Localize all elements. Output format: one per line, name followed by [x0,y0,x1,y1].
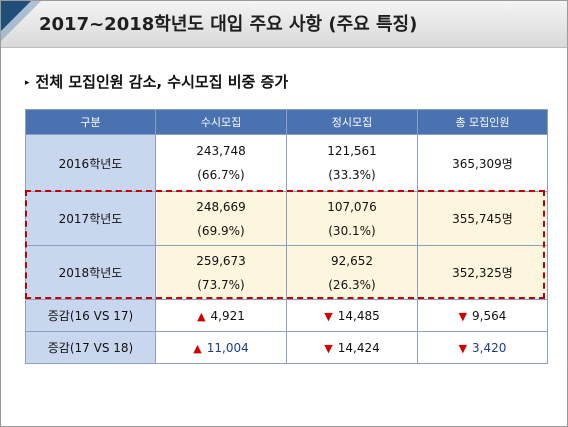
header-category: 구분 [25,109,156,135]
down-arrow-icon: ▼ [458,309,468,323]
diff-label: 증감(17 VS 18) [25,331,156,364]
corner-accent [1,1,31,31]
jeongsi-percent: (26.3%) [328,277,376,292]
header-row: 구분 수시모집 정시모집 총 모집인원 [25,109,548,135]
total-value: 352,325명 [417,245,548,300]
jeongsi-cell: 92,652 (26.3%) [286,245,418,300]
jeongsi-value: 107,076 [327,199,377,214]
up-arrow-icon: ▲ [197,309,206,323]
jeongsi-percent: (33.3%) [328,168,376,182]
total-value: 365,309명 [417,134,548,192]
jeongsi-value: 121,561 [327,144,377,158]
subtitle-text: 전체 모집인원 감소, 수시모집 비중 증가 [35,73,289,91]
row-label: 2018학년도 [25,245,156,300]
admissions-table: 구분 수시모집 정시모집 총 모집인원 2016학년도 243,748 (66.7… [25,109,548,364]
susi-diff-value: 11,004 [206,340,249,355]
down-arrow-icon: ▼ [324,341,333,355]
down-arrow-icon: ▼ [458,341,468,355]
jeongsi-percent: (30.1%) [328,223,376,238]
jeongsi-diff: ▼ 14,424 [286,331,418,364]
subtitle: ▸ 전체 모집인원 감소, 수시모집 비중 증가 [25,71,288,92]
susi-cell: 243,748 (66.7%) [155,134,287,192]
susi-diff: ▲ 11,004 [155,331,287,364]
jeongsi-diff: ▼ 14,485 [286,299,418,332]
total-diff: ▼ 9,564 [417,299,548,332]
table-row: 2018학년도 259,673 (73.7%) 92,652 (26.3%) 352… [25,245,548,300]
diff-row: 증감(17 VS 18) ▲ 11,004 ▼ 14,424 ▼ 3,420 [25,331,548,364]
total-diff-value: 3,420 [472,340,507,355]
title-bar: 2017~2018학년도 대입 주요 사항 (주요 특징) [1,1,567,48]
up-arrow-icon: ▲ [193,341,202,355]
susi-cell: 248,669 (69.9%) [155,191,287,246]
susi-cell: 259,673 (73.7%) [155,245,287,300]
susi-value: 248,669 [196,199,246,214]
jeongsi-cell: 107,076 (30.1%) [286,191,418,246]
bullet-icon: ▸ [25,78,30,88]
row-label: 2017학년도 [25,191,156,246]
susi-percent: (69.9%) [197,223,245,238]
row-label: 2016학년도 [25,134,156,192]
table-row: 2017학년도 248,669 (69.9%) 107,076 (30.1%) 35… [25,191,548,246]
slide-title: 2017~2018학년도 대입 주요 사항 (주요 특징) [39,14,418,35]
total-diff: ▼ 3,420 [417,331,548,364]
jeongsi-diff-value: 14,424 [337,340,380,355]
susi-diff: ▲ 4,921 [155,299,287,332]
susi-percent: (66.7%) [197,168,245,182]
jeongsi-diff-value: 14,485 [337,308,380,323]
table-row: 2016학년도 243,748 (66.7%) 121,561 (33.3%) 36… [25,134,548,192]
susi-diff-value: 4,921 [210,308,245,323]
susi-percent: (73.7%) [197,277,245,292]
down-arrow-icon: ▼ [324,309,333,323]
jeongsi-value: 92,652 [331,253,373,268]
diff-row: 증감(16 VS 17) ▲ 4,921 ▼ 14,485 ▼ 9,564 [25,299,548,332]
total-diff-value: 9,564 [472,308,507,323]
susi-value: 259,673 [196,253,246,268]
susi-value: 243,748 [196,144,246,158]
header-total: 총 모집인원 [417,109,548,135]
header-jeongsi: 정시모집 [286,109,418,135]
diff-label: 증감(16 VS 17) [25,299,156,332]
total-value: 355,745명 [417,191,548,246]
jeongsi-cell: 121,561 (33.3%) [286,134,418,192]
header-susi: 수시모집 [155,109,287,135]
